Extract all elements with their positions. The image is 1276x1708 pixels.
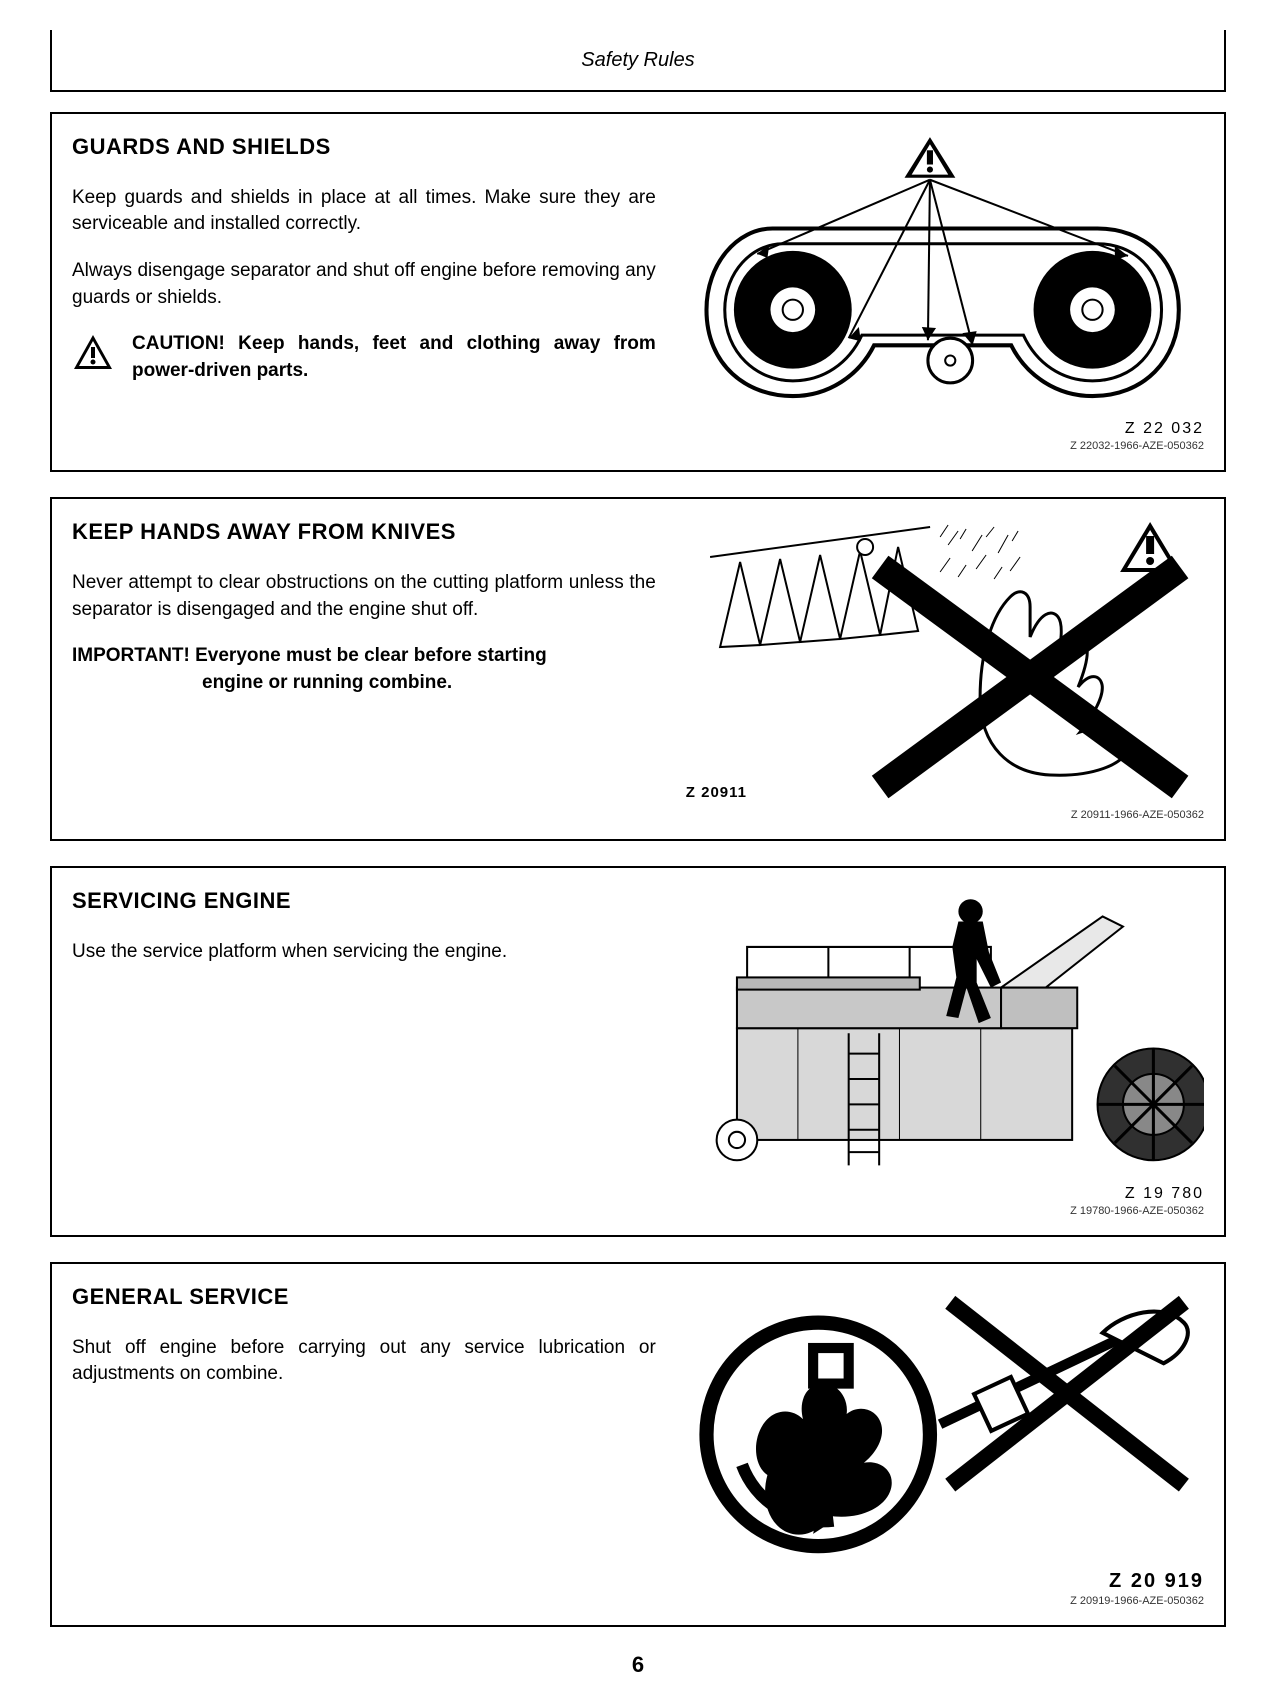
text-column: GENERAL SERVICE Shut off engine before c… bbox=[72, 1282, 656, 1607]
section-knives: KEEP HANDS AWAY FROM KNIVES Never attemp… bbox=[50, 497, 1226, 841]
figure-column: Z 19 780 Z 19780-1966-AZE-050362 bbox=[676, 886, 1204, 1217]
figure-label-inner: Z 20911 bbox=[686, 784, 747, 801]
caution-row: CAUTION! Keep hands, feet and clothing a… bbox=[72, 331, 656, 384]
heading: GUARDS AND SHIELDS bbox=[72, 132, 656, 163]
figure-column: Z 20911 Z 20911-1966-AZE-050362 bbox=[676, 517, 1204, 821]
knives-hand-diagram bbox=[676, 517, 1204, 807]
body-paragraph: Shut off engine before carrying out any … bbox=[72, 1335, 656, 1388]
figure-label: Z 22 032 bbox=[1125, 420, 1204, 438]
important-text: IMPORTANT! Everyone must be clear before… bbox=[72, 643, 656, 670]
warning-triangle-icon bbox=[72, 333, 114, 371]
combine-service-diagram bbox=[676, 886, 1204, 1181]
heading: GENERAL SERVICE bbox=[72, 1282, 656, 1313]
figure-code: Z 20919-1966-AZE-050362 bbox=[1070, 1595, 1204, 1607]
body-paragraph: Never attempt to clear obstructions on t… bbox=[72, 570, 656, 623]
section-guards-shields: GUARDS AND SHIELDS Keep guards and shiel… bbox=[50, 112, 1226, 472]
page: Safety Rules GUARDS AND SHIELDS Keep gua… bbox=[0, 0, 1276, 1708]
belt-pulley-diagram bbox=[676, 132, 1204, 416]
figure-code: Z 20911-1966-AZE-050362 bbox=[1071, 809, 1204, 821]
caution-text: CAUTION! Keep hands, feet and clothing a… bbox=[132, 331, 656, 384]
service-off-diagram bbox=[676, 1282, 1204, 1566]
body-paragraph: Always disengage separator and shut off … bbox=[72, 258, 656, 311]
text-column: KEEP HANDS AWAY FROM KNIVES Never attemp… bbox=[72, 517, 656, 821]
figure-label: Z 19 780 bbox=[1125, 1185, 1204, 1203]
figure-label: Z 20 919 bbox=[1109, 1570, 1204, 1593]
text-column: GUARDS AND SHIELDS Keep guards and shiel… bbox=[72, 132, 656, 452]
body-paragraph: Keep guards and shields in place at all … bbox=[72, 185, 656, 238]
section-servicing-engine: SERVICING ENGINE Use the service platfor… bbox=[50, 866, 1226, 1237]
body-paragraph: Use the service platform when servicing … bbox=[72, 939, 656, 966]
page-header: Safety Rules bbox=[50, 30, 1226, 92]
figure-code: Z 19780-1966-AZE-050362 bbox=[1070, 1205, 1204, 1217]
heading: KEEP HANDS AWAY FROM KNIVES bbox=[72, 517, 656, 548]
heading: SERVICING ENGINE bbox=[72, 886, 656, 917]
figure-code: Z 22032-1966-AZE-050362 bbox=[1070, 440, 1204, 452]
text-column: SERVICING ENGINE Use the service platfor… bbox=[72, 886, 656, 1217]
page-number: 6 bbox=[50, 1652, 1226, 1678]
important-line: engine or running combine. bbox=[72, 670, 656, 697]
figure-column: Z 20 919 Z 20919-1966-AZE-050362 bbox=[676, 1282, 1204, 1607]
figure-column: Z 22 032 Z 22032-1966-AZE-050362 bbox=[676, 132, 1204, 452]
important-line: IMPORTANT! Everyone must be clear before… bbox=[72, 645, 547, 666]
section-general-service: GENERAL SERVICE Shut off engine before c… bbox=[50, 1262, 1226, 1627]
page-header-text: Safety Rules bbox=[581, 49, 694, 72]
